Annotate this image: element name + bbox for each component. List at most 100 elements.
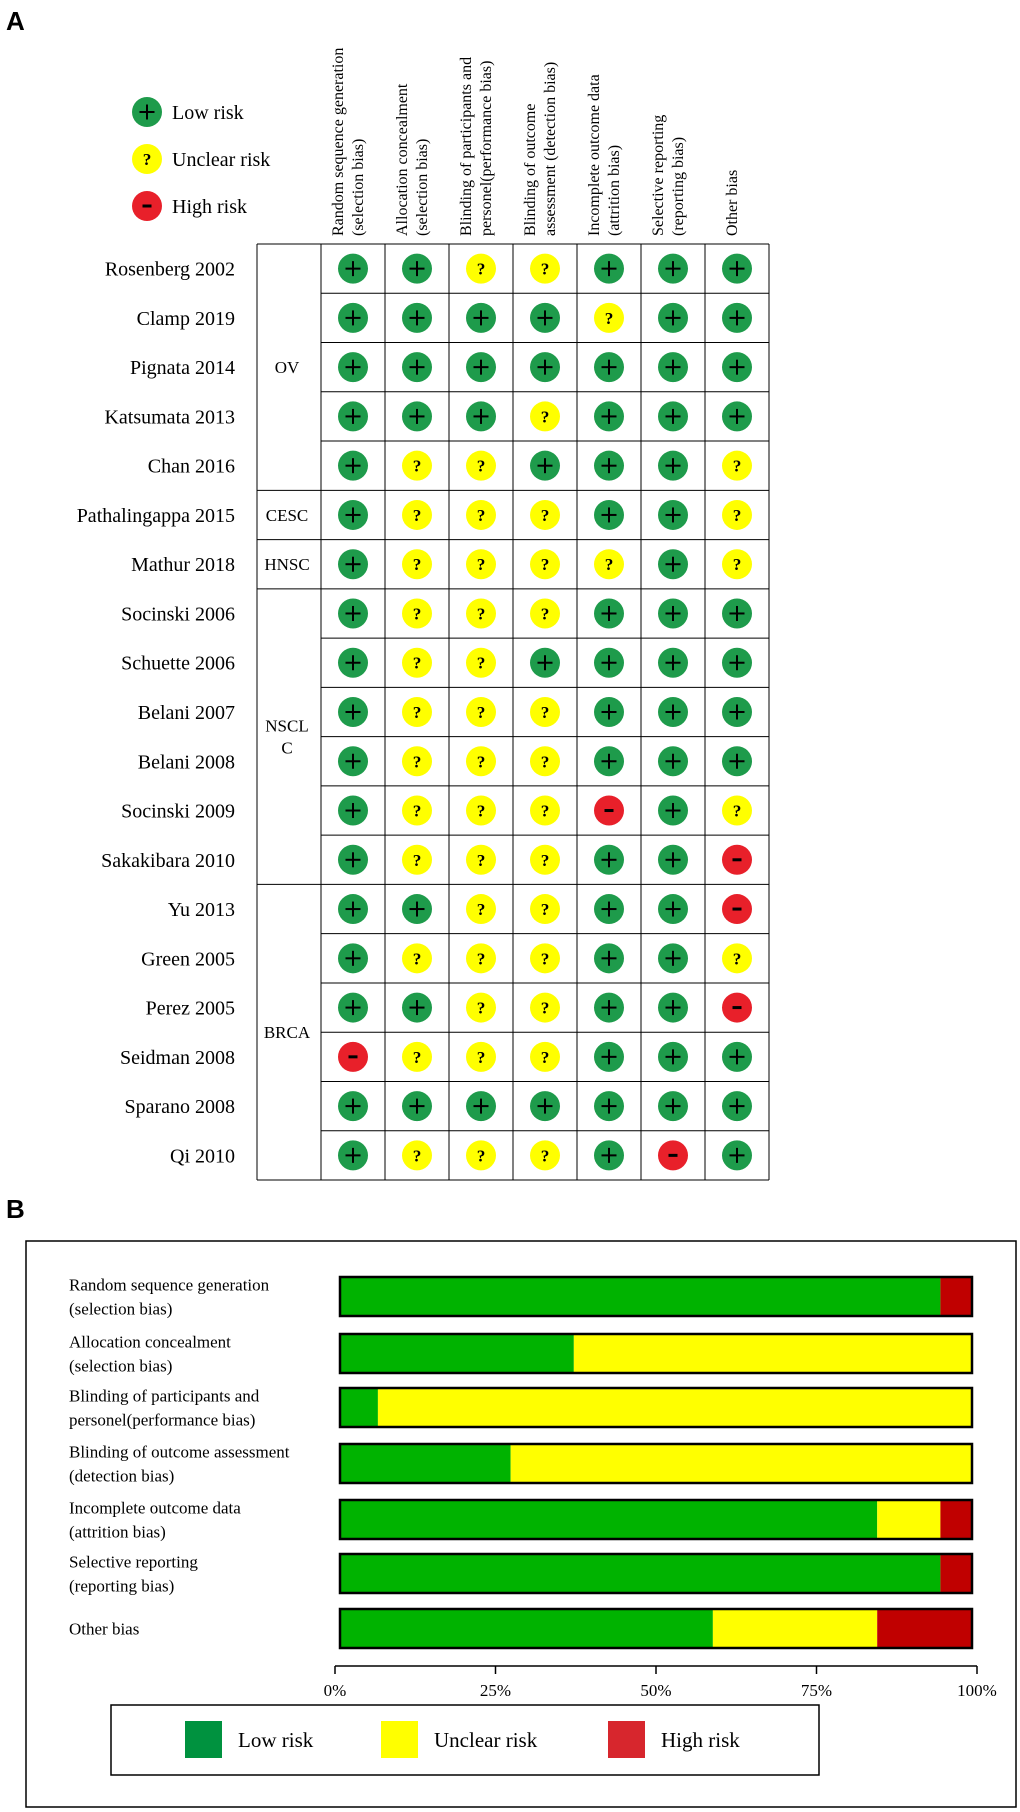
rating-unclear-circle bbox=[402, 943, 432, 974]
legend-b-label: Low risk bbox=[238, 1728, 314, 1752]
panel-b-category-labels: Random sequence generation (selection bia… bbox=[69, 1276, 290, 1639]
rating-low bbox=[594, 1140, 624, 1171]
rating-unclear: ? bbox=[530, 549, 560, 580]
group-label: BRCA bbox=[264, 1023, 311, 1042]
rating-unclear: ? bbox=[466, 549, 496, 580]
rating-unclear: ? bbox=[402, 697, 432, 727]
rating-low bbox=[658, 943, 688, 974]
column-header-line: assessment (detection bias) bbox=[542, 62, 559, 236]
bar-outline bbox=[338, 1552, 974, 1595]
study-label: Belani 2008 bbox=[138, 751, 235, 773]
rating-unclear: ? bbox=[722, 795, 752, 826]
question-icon: ? bbox=[733, 802, 742, 821]
column-header: Other bias bbox=[724, 170, 741, 236]
rating-low bbox=[338, 647, 368, 678]
rating-unclear: ? bbox=[530, 844, 560, 875]
rating-unclear: ? bbox=[402, 450, 432, 481]
rating-low bbox=[658, 450, 688, 481]
rating-unclear: ? bbox=[466, 795, 496, 826]
rating-unclear-circle bbox=[466, 253, 496, 284]
study-label: Socinski 2006 bbox=[121, 603, 235, 625]
rating-low bbox=[402, 894, 432, 925]
study-label: Socinski 2009 bbox=[121, 801, 235, 823]
x-tick-label: 100% bbox=[957, 1681, 997, 1700]
rating-low bbox=[658, 746, 688, 777]
rating-unclear: ? bbox=[466, 943, 496, 974]
rating-unclear-circle bbox=[530, 795, 560, 826]
bar-segment-low-risk bbox=[340, 1444, 511, 1483]
rating-low bbox=[530, 352, 560, 383]
rating-low bbox=[722, 1041, 752, 1072]
rating-unclear: ? bbox=[466, 647, 496, 678]
question-icon: ? bbox=[477, 1146, 486, 1165]
rating-low bbox=[530, 302, 560, 333]
x-tick-label: 25% bbox=[480, 1681, 511, 1700]
bar-segment-low-risk bbox=[340, 1334, 574, 1373]
column-header: Selective reporting (reporting bias) bbox=[650, 115, 687, 236]
rating-low bbox=[658, 844, 688, 875]
question-icon: ? bbox=[477, 999, 486, 1018]
rating-unclear: ? bbox=[466, 746, 496, 777]
rating-unclear-circle bbox=[402, 1140, 432, 1171]
rating-unclear-circle bbox=[466, 746, 496, 777]
rating-low bbox=[594, 943, 624, 974]
question-icon: ? bbox=[733, 506, 742, 525]
rating-unclear: ? bbox=[466, 992, 496, 1023]
rating-unclear-circle bbox=[530, 697, 560, 727]
bar-outline bbox=[338, 1442, 974, 1485]
rating-low bbox=[594, 253, 624, 284]
bar-segment-unclear-risk bbox=[573, 1334, 972, 1373]
rating-low bbox=[402, 992, 432, 1023]
rating-unclear: ? bbox=[402, 1140, 432, 1171]
rating-unclear: ? bbox=[530, 894, 560, 925]
rating-low bbox=[338, 795, 368, 826]
rating-unclear-circle bbox=[402, 549, 432, 580]
legend-a-label: High risk bbox=[172, 196, 247, 218]
legend-b-label: Unclear risk bbox=[434, 1728, 538, 1752]
rating-low bbox=[338, 253, 368, 284]
question-icon: ? bbox=[477, 506, 486, 525]
bar-segment-low-risk bbox=[340, 1388, 378, 1427]
rating-low bbox=[722, 1140, 752, 1171]
rating-unclear: ? bbox=[594, 549, 624, 580]
bar-segment-high-risk bbox=[877, 1609, 972, 1648]
panel-b-frame bbox=[25, 1240, 1017, 1808]
question-icon: ? bbox=[541, 555, 550, 574]
rating-unclear: ? bbox=[530, 401, 560, 432]
bar-segment-unclear-risk bbox=[377, 1388, 972, 1427]
rating-unclear: ? bbox=[722, 549, 752, 580]
rating-unclear-circle bbox=[530, 992, 560, 1023]
rating-unclear: ? bbox=[466, 697, 496, 727]
column-header-line: Blinding of outcome bbox=[522, 104, 539, 236]
rating-low bbox=[594, 1041, 624, 1072]
rating-low bbox=[466, 1091, 496, 1122]
panel-b-label: B bbox=[6, 1194, 25, 1224]
column-header-line: (selection bias) bbox=[350, 139, 367, 236]
bar-outline bbox=[338, 1607, 974, 1650]
bar-segment-low-risk bbox=[340, 1500, 878, 1539]
category-label: Allocation concealment bbox=[69, 1333, 231, 1352]
legend-b-swatch bbox=[608, 1721, 645, 1758]
study-label: Yu 2013 bbox=[168, 899, 235, 921]
rating-high bbox=[338, 1041, 368, 1072]
category-label: Other bias bbox=[69, 1620, 139, 1639]
rating-low bbox=[402, 253, 432, 284]
rating-unclear: ? bbox=[530, 746, 560, 777]
study-label: Belani 2007 bbox=[138, 702, 235, 724]
rating-unclear-circle bbox=[722, 450, 752, 481]
rating-low bbox=[466, 302, 496, 333]
study-label: Mathur 2018 bbox=[131, 554, 235, 576]
rating-low bbox=[338, 352, 368, 383]
rating-unclear: ? bbox=[402, 746, 432, 777]
rating-unclear-circle bbox=[402, 697, 432, 727]
question-icon: ? bbox=[605, 309, 614, 328]
category-label: (attrition bias) bbox=[69, 1523, 166, 1542]
rating-low bbox=[594, 598, 624, 629]
question-icon: ? bbox=[413, 654, 422, 673]
question-icon: ? bbox=[541, 703, 550, 722]
x-tick-label: 0% bbox=[324, 1681, 347, 1700]
rating-low bbox=[658, 1091, 688, 1122]
rating-unclear: ? bbox=[530, 253, 560, 284]
rating-unclear-circle bbox=[722, 943, 752, 974]
rating-unclear: ? bbox=[530, 697, 560, 727]
